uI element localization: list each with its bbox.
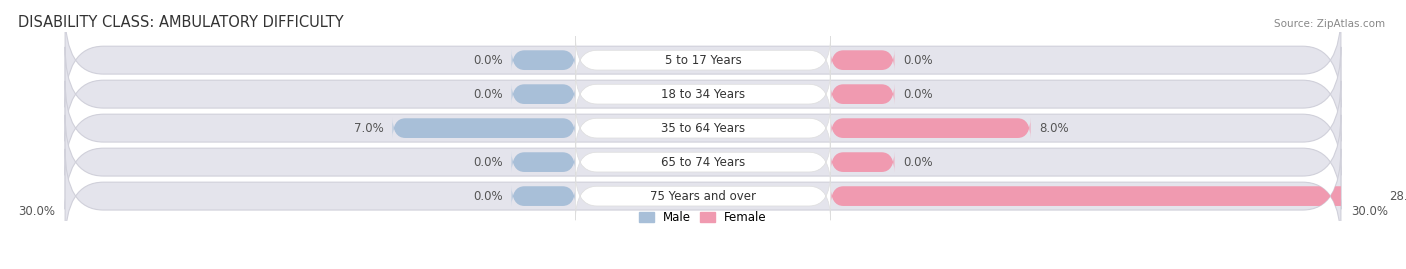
Text: 0.0%: 0.0%	[903, 54, 932, 67]
FancyBboxPatch shape	[831, 49, 894, 71]
Text: 65 to 74 Years: 65 to 74 Years	[661, 156, 745, 169]
Text: 0.0%: 0.0%	[903, 88, 932, 101]
FancyBboxPatch shape	[831, 118, 1031, 139]
Text: 8.0%: 8.0%	[1039, 122, 1069, 134]
Text: Source: ZipAtlas.com: Source: ZipAtlas.com	[1274, 19, 1385, 29]
FancyBboxPatch shape	[512, 152, 575, 173]
Text: 0.0%: 0.0%	[474, 88, 503, 101]
Text: 30.0%: 30.0%	[18, 205, 55, 218]
FancyBboxPatch shape	[65, 81, 1341, 175]
FancyBboxPatch shape	[512, 84, 575, 105]
FancyBboxPatch shape	[575, 70, 831, 118]
FancyBboxPatch shape	[65, 115, 1341, 209]
FancyBboxPatch shape	[575, 104, 831, 152]
FancyBboxPatch shape	[831, 186, 1381, 207]
FancyBboxPatch shape	[65, 47, 1341, 141]
Text: 0.0%: 0.0%	[474, 156, 503, 169]
Text: 0.0%: 0.0%	[474, 54, 503, 67]
FancyBboxPatch shape	[831, 152, 894, 173]
Text: DISABILITY CLASS: AMBULATORY DIFFICULTY: DISABILITY CLASS: AMBULATORY DIFFICULTY	[18, 15, 344, 30]
Text: 75 Years and over: 75 Years and over	[650, 190, 756, 203]
FancyBboxPatch shape	[575, 138, 831, 186]
Text: 35 to 64 Years: 35 to 64 Years	[661, 122, 745, 134]
Text: 0.0%: 0.0%	[903, 156, 932, 169]
Legend: Male, Female: Male, Female	[640, 211, 766, 224]
Text: 30.0%: 30.0%	[1351, 205, 1388, 218]
Text: 28.6%: 28.6%	[1389, 190, 1406, 203]
FancyBboxPatch shape	[575, 36, 831, 84]
Text: 0.0%: 0.0%	[474, 190, 503, 203]
FancyBboxPatch shape	[831, 84, 894, 105]
FancyBboxPatch shape	[512, 49, 575, 71]
FancyBboxPatch shape	[392, 118, 575, 139]
Text: 18 to 34 Years: 18 to 34 Years	[661, 88, 745, 101]
FancyBboxPatch shape	[65, 13, 1341, 107]
Text: 5 to 17 Years: 5 to 17 Years	[665, 54, 741, 67]
FancyBboxPatch shape	[512, 186, 575, 207]
Text: 7.0%: 7.0%	[354, 122, 384, 134]
FancyBboxPatch shape	[575, 172, 831, 220]
FancyBboxPatch shape	[65, 149, 1341, 243]
